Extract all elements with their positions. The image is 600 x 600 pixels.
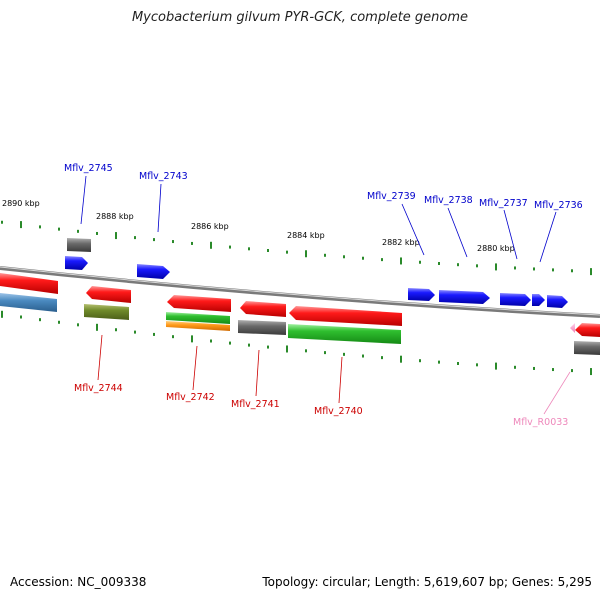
gene-feature-red-3[interactable] bbox=[240, 301, 286, 317]
scale-label-2884: 2884 kbp bbox=[287, 231, 325, 240]
gene-feature-steel-left[interactable] bbox=[0, 293, 57, 312]
gene-feature-red-4[interactable] bbox=[289, 306, 402, 326]
gene-label-mflv-2745[interactable]: Mflv_2745 bbox=[64, 163, 113, 174]
scale-ticks-top bbox=[1, 220, 592, 276]
scale-label-2882: 2882 kbp bbox=[382, 238, 420, 247]
leader-mflv-2745 bbox=[80, 175, 87, 225]
leader-mflv-2739 bbox=[401, 203, 425, 256]
gene-label-mflv-2736[interactable]: Mflv_2736 bbox=[534, 200, 583, 211]
gene-feature-mflv-2739[interactable] bbox=[408, 288, 435, 301]
genome-title: Mycobacterium gilvum PYR-GCK, complete g… bbox=[131, 10, 469, 25]
gene-label-mflv-2741[interactable]: Mflv_2741 bbox=[231, 399, 280, 410]
gene-feature-gray-top-1[interactable] bbox=[67, 238, 91, 252]
gene-label-mflv-2739[interactable]: Mflv_2739 bbox=[367, 191, 416, 202]
gene-label-mflv-2740[interactable]: Mflv_2740 bbox=[314, 406, 363, 417]
genome-backbone bbox=[0, 266, 600, 318]
gene-label-mflv-2737[interactable]: Mflv_2737 bbox=[479, 198, 528, 209]
gene-feature-mflv-2742-green[interactable] bbox=[166, 312, 230, 324]
gene-label-mflv-2743[interactable]: Mflv_2743 bbox=[139, 171, 188, 182]
leader-mflv-2737 bbox=[503, 209, 518, 260]
gene-feature-red-1[interactable] bbox=[86, 286, 131, 303]
genome-backbone-highlight bbox=[0, 266, 600, 316]
scale-ticks-bottom bbox=[1, 310, 592, 376]
gene-label-mflv-2742[interactable]: Mflv_2742 bbox=[166, 392, 215, 403]
gene-feature-mflv-2737a[interactable] bbox=[500, 293, 531, 306]
leader-mflv-2738 bbox=[447, 207, 468, 258]
scale-label-2886: 2886 kbp bbox=[191, 222, 229, 231]
gene-feature-mflv-2742-orange[interactable] bbox=[166, 321, 230, 331]
topology-text: Topology: circular; Length: 5,619,607 bp… bbox=[262, 575, 592, 589]
scale-label-2890: 2890 kbp bbox=[2, 199, 40, 208]
leader-mflv-2741 bbox=[255, 349, 260, 397]
accession-text: Accession: NC_009338 bbox=[10, 575, 147, 589]
gene-feature-gray-right[interactable] bbox=[574, 341, 600, 355]
gene-label-mflv-r0033[interactable]: Mflv_R0033 bbox=[513, 417, 568, 428]
gene-feature-red-right[interactable] bbox=[575, 323, 600, 337]
gene-label-mflv-2738[interactable]: Mflv_2738 bbox=[424, 195, 473, 206]
leader-mflv-2740 bbox=[338, 356, 343, 404]
gene-feature-mflv-2738[interactable] bbox=[439, 290, 490, 304]
leader-mflv-r0033 bbox=[543, 371, 571, 415]
gene-feature-mflv-2740[interactable] bbox=[288, 324, 401, 344]
gene-feature-mflv-2744[interactable] bbox=[84, 304, 129, 320]
gene-feature-mflv-2741[interactable] bbox=[238, 320, 286, 335]
leader-mflv-2744 bbox=[97, 334, 103, 381]
gene-feature-red-2[interactable] bbox=[167, 295, 231, 312]
gene-feature-red-left[interactable] bbox=[0, 273, 58, 294]
gene-label-mflv-2744[interactable]: Mflv_2744 bbox=[74, 383, 123, 394]
gene-feature-mflv-2745[interactable] bbox=[65, 256, 88, 270]
gene-feature-mflv-2743[interactable] bbox=[137, 264, 170, 279]
scale-label-2888: 2888 kbp bbox=[96, 212, 134, 221]
scale-label-2880: 2880 kbp bbox=[477, 244, 515, 253]
gene-feature-mflv-r0033[interactable] bbox=[570, 323, 575, 333]
leader-mflv-2736 bbox=[539, 211, 557, 263]
gene-feature-mflv-2737b[interactable] bbox=[532, 294, 545, 306]
gene-feature-mflv-2736[interactable] bbox=[547, 295, 568, 308]
leader-mflv-2742 bbox=[192, 345, 198, 391]
leader-mflv-2743 bbox=[157, 183, 162, 233]
